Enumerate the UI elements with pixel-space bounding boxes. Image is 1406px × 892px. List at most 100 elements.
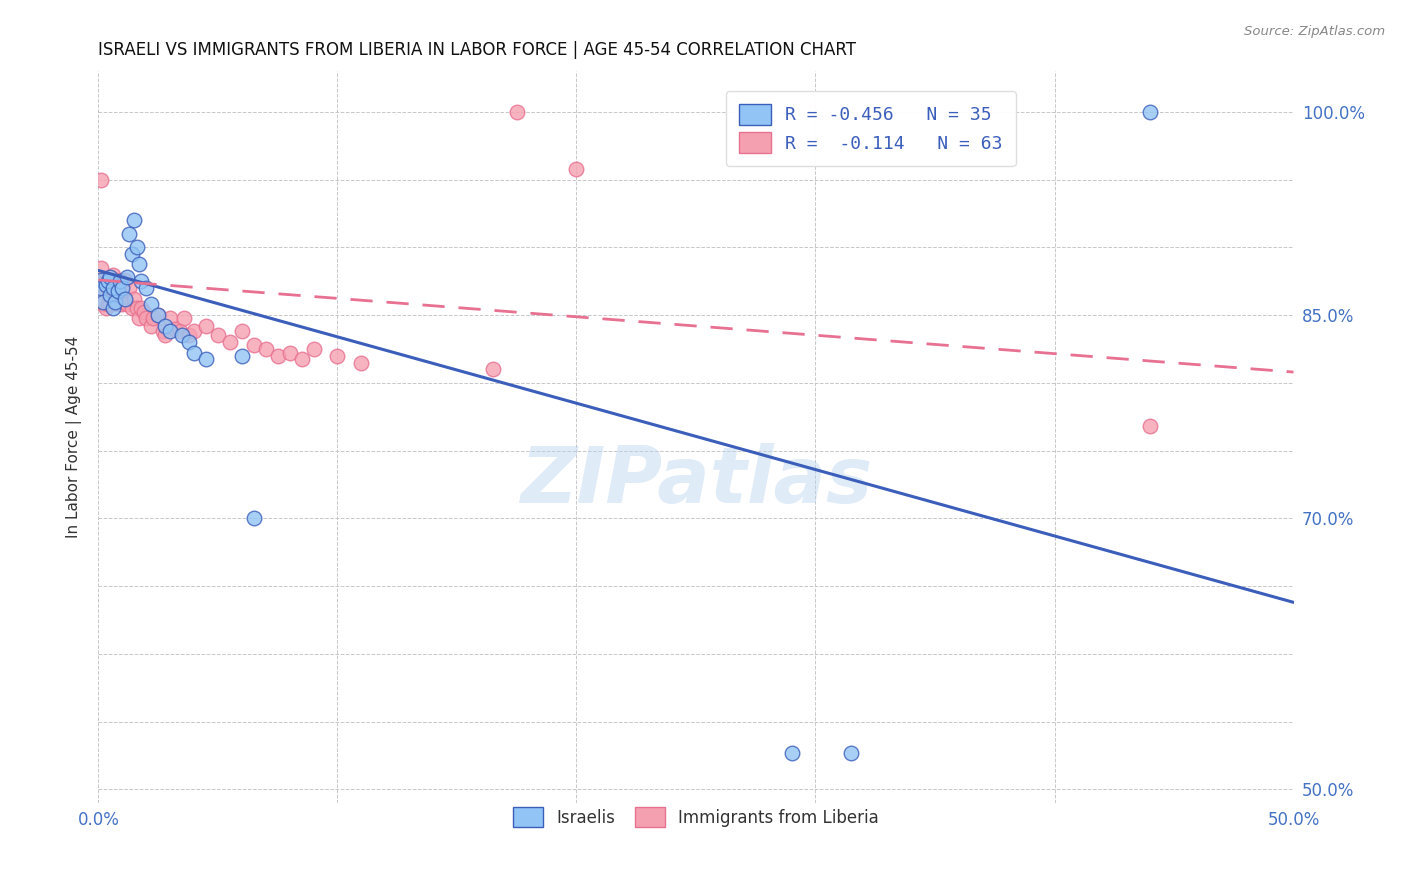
Point [155, 318, 177, 333]
Point [243, 338, 266, 352]
Point [302, 342, 325, 356]
Point [111, 278, 134, 293]
Point [231, 325, 253, 339]
Point [125, 301, 148, 316]
Point [207, 328, 229, 343]
Point [98, 270, 122, 285]
Point [98, 288, 122, 302]
Point [115, 270, 138, 285]
Point [131, 274, 153, 288]
Point [114, 273, 136, 287]
Point [104, 294, 127, 309]
Point [278, 346, 301, 360]
Point [139, 318, 162, 333]
Point [139, 297, 162, 311]
Point [183, 325, 205, 339]
Point [94, 301, 117, 316]
Point [108, 274, 131, 288]
Point [90, 273, 112, 287]
Point [121, 301, 143, 316]
Point [135, 310, 157, 325]
Point [172, 328, 194, 343]
Point [142, 310, 165, 325]
Text: ZIPatlas: ZIPatlas [520, 443, 872, 519]
Point [159, 325, 181, 339]
Point [124, 292, 146, 306]
Point [125, 240, 148, 254]
Point [107, 278, 129, 293]
Point [98, 270, 122, 285]
Point [1139, 419, 1161, 434]
Point [179, 328, 201, 343]
Point [118, 281, 141, 295]
Point [481, 362, 505, 376]
Point [94, 278, 117, 293]
Point [104, 273, 127, 287]
Point [506, 105, 529, 120]
Point [219, 335, 242, 350]
Point [169, 325, 191, 339]
Point [108, 274, 131, 288]
Point [780, 746, 803, 760]
Point [121, 247, 143, 261]
Point [231, 349, 253, 363]
Point [90, 273, 112, 287]
Point [114, 292, 136, 306]
Point [135, 281, 157, 295]
Point [195, 351, 218, 366]
Point [104, 294, 127, 309]
Point [101, 277, 124, 291]
Point [114, 294, 136, 309]
Point [326, 349, 349, 363]
Point [98, 297, 122, 311]
Point [97, 273, 120, 287]
Point [173, 310, 195, 325]
Text: Source: ZipAtlas.com: Source: ZipAtlas.com [1244, 25, 1385, 38]
Point [565, 161, 588, 176]
Point [155, 328, 177, 343]
Point [107, 297, 129, 311]
Point [111, 281, 134, 295]
Point [195, 318, 218, 333]
Point [97, 281, 120, 295]
Y-axis label: In Labor Force | Age 45-54: In Labor Force | Age 45-54 [66, 336, 83, 538]
Point [97, 297, 120, 311]
Point [94, 273, 117, 287]
Point [128, 310, 150, 325]
Point [152, 325, 174, 339]
Point [128, 257, 150, 271]
Point [243, 511, 266, 525]
Point [91, 297, 114, 311]
Legend: Israelis, Immigrants from Liberia: Israelis, Immigrants from Liberia [501, 796, 891, 838]
Point [91, 273, 114, 287]
Point [148, 308, 170, 322]
Point [118, 227, 141, 241]
Point [111, 297, 134, 311]
Point [183, 346, 205, 360]
Point [163, 322, 186, 336]
Point [90, 172, 112, 186]
Point [107, 284, 129, 298]
Point [124, 213, 146, 227]
Point [841, 746, 863, 760]
Point [115, 297, 138, 311]
Point [267, 349, 290, 363]
Point [159, 310, 181, 325]
Point [1139, 105, 1161, 120]
Point [94, 284, 117, 298]
Point [101, 292, 124, 306]
Point [101, 281, 124, 295]
Point [91, 294, 114, 309]
Point [90, 281, 112, 295]
Point [291, 351, 314, 366]
Text: ISRAELI VS IMMIGRANTS FROM LIBERIA IN LABOR FORCE | AGE 45-54 CORRELATION CHART: ISRAELI VS IMMIGRANTS FROM LIBERIA IN LA… [98, 41, 856, 59]
Point [179, 335, 201, 350]
Point [132, 305, 155, 319]
Point [90, 260, 112, 275]
Point [108, 288, 131, 302]
Point [98, 281, 122, 295]
Point [131, 301, 153, 316]
Point [101, 301, 124, 316]
Point [101, 268, 124, 282]
Point [350, 355, 373, 369]
